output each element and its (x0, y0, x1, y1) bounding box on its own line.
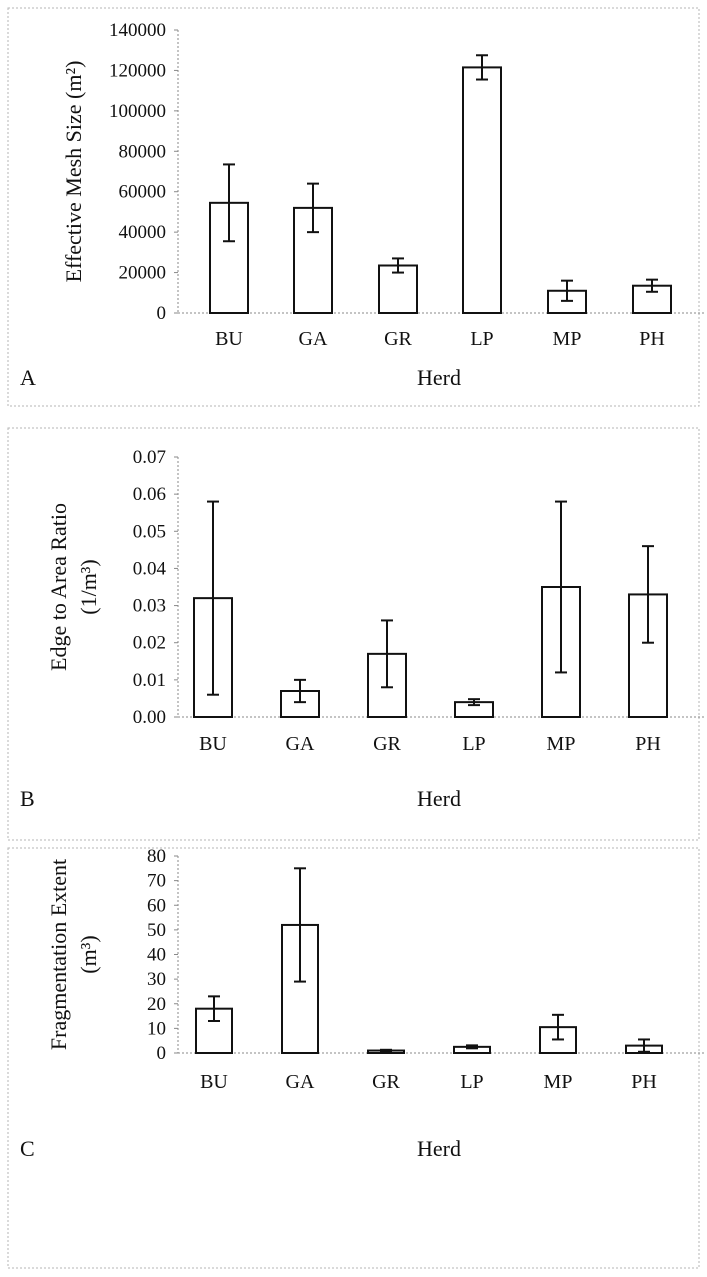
y-tick-label: 70 (147, 871, 166, 892)
y-tick-label: 20000 (119, 263, 167, 284)
panel-letter: B (20, 786, 35, 811)
category-label: GR (373, 733, 401, 755)
y-tick-label: 0.03 (133, 596, 166, 617)
y-tick-label: 40 (147, 945, 166, 966)
category-label: LP (460, 1071, 483, 1093)
y-axis-title: (1/m³) (76, 559, 101, 614)
panel-letter: C (20, 1136, 35, 1161)
category-label: GA (286, 1071, 315, 1093)
y-tick-label: 40000 (119, 222, 167, 243)
panel-letter: A (20, 365, 36, 390)
chart-panel-b: 0.00 0.01 0.02 0.03 0.04 0.05 0.06 0.07 BU GA GR LP… (20, 447, 705, 811)
category-label: GR (372, 1071, 400, 1093)
category-label: MP (544, 1071, 573, 1093)
y-axis-title: Edge to Area Ratio (46, 503, 71, 671)
bar-ph (628, 593, 668, 719)
category-label: PH (635, 733, 661, 755)
y-tick-label: 30 (147, 969, 166, 990)
category-label: MP (547, 733, 576, 755)
chart-panel-a: 0 20000 40000 60000 80000 100000 120000 140000 B… (20, 20, 705, 390)
x-axis-title: Herd (417, 365, 461, 390)
y-tick-label: 0.02 (133, 633, 166, 654)
x-axis-title: Herd (417, 786, 461, 811)
category-label: GR (384, 328, 412, 350)
category-label: GA (299, 328, 328, 350)
y-axis-title: Fragmentation Extent (46, 859, 71, 1050)
category-label: BU (199, 733, 227, 755)
y-tick-label: 0.04 (133, 558, 167, 579)
category-label: PH (639, 328, 665, 350)
y-tick-label: 140000 (109, 20, 166, 41)
y-tick-label: 100000 (109, 101, 166, 122)
y-tick-label: 0.06 (133, 484, 166, 505)
y-tick-label: 120000 (109, 60, 166, 81)
category-label: LP (470, 328, 493, 350)
y-tick-label: 60 (147, 895, 166, 916)
panel-frame (7, 847, 700, 1269)
y-axis-title: Effective Mesh Size (m²) (61, 61, 86, 283)
category-label: GA (286, 733, 315, 755)
y-tick-label: 0 (157, 1043, 167, 1064)
y-tick-label: 0.05 (133, 521, 166, 542)
y-tick-label: 50 (147, 920, 166, 941)
category-label: LP (462, 733, 485, 755)
panel-frame (7, 7, 700, 407)
chart-panel-c: 0 10 20 30 40 50 60 70 80 BU GA GR LP MP PH Herd C Fragme… (20, 846, 705, 1161)
y-tick-label: 80000 (119, 141, 167, 162)
y-tick-label: 60000 (119, 182, 167, 203)
category-label: PH (631, 1071, 657, 1093)
y-tick-label: 0 (157, 303, 167, 324)
x-axis-title: Herd (417, 1136, 461, 1161)
category-label: BU (200, 1071, 228, 1093)
y-tick-label: 0.01 (133, 670, 166, 691)
category-label: MP (553, 328, 582, 350)
y-axis-title: (m³) (76, 935, 101, 973)
y-tick-label: 20 (147, 994, 166, 1015)
bar-lp (462, 66, 502, 315)
panel-frame (7, 427, 700, 841)
y-tick-label: 0.00 (133, 707, 166, 728)
y-tick-label: 80 (147, 846, 166, 867)
y-tick-label: 0.07 (133, 447, 166, 468)
y-tick-label: 10 (147, 1018, 166, 1039)
category-label: BU (215, 328, 243, 350)
